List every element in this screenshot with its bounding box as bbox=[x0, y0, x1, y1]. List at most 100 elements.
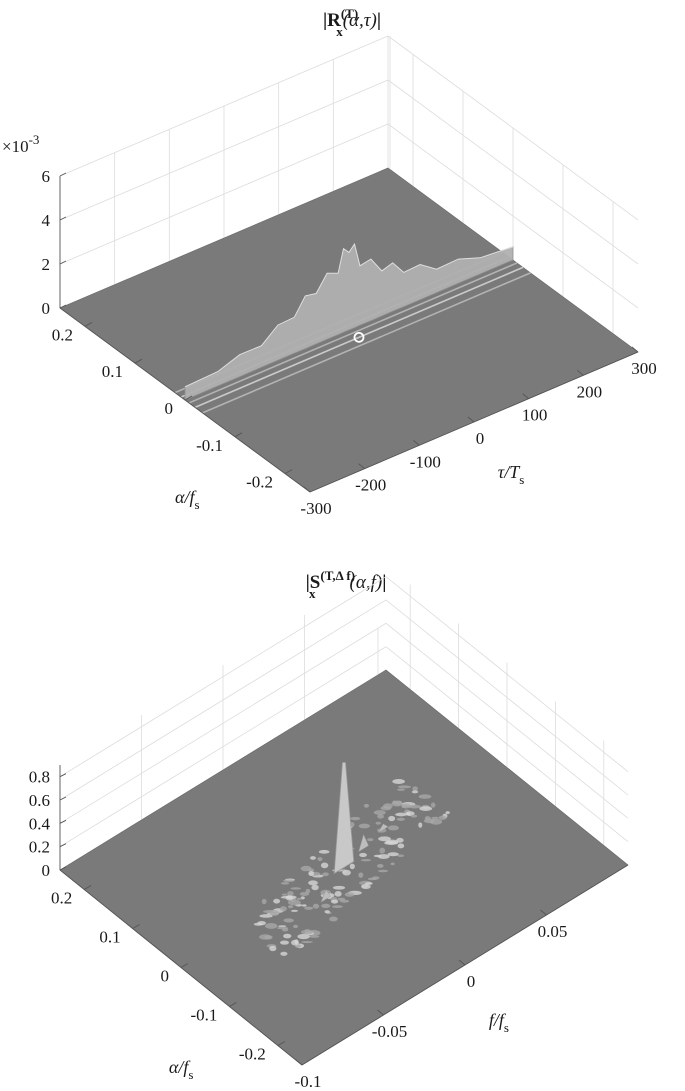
surface-texture-speck bbox=[401, 803, 411, 809]
surface-texture-speck bbox=[265, 923, 278, 929]
y-tick bbox=[284, 469, 293, 474]
surface-texture-speck bbox=[317, 857, 323, 862]
z-tick-label: 0 bbox=[42, 861, 51, 880]
z-tick-label: 2 bbox=[42, 255, 51, 274]
surface-texture-speck bbox=[283, 933, 292, 939]
surface-texture-speck bbox=[375, 821, 381, 825]
surface-minor-peak bbox=[320, 889, 332, 903]
y-tick-label: 0.1 bbox=[102, 362, 123, 381]
x-tick-label: 200 bbox=[577, 382, 603, 401]
surface-texture-speck bbox=[287, 899, 301, 906]
y-tick bbox=[134, 358, 143, 364]
z-tick-label: 0.2 bbox=[29, 838, 50, 857]
x-tick bbox=[358, 463, 365, 470]
z-tick bbox=[59, 796, 67, 801]
surface-minor-peak bbox=[377, 823, 389, 834]
x-tick-label: 0 bbox=[467, 972, 476, 991]
surface-texture-speck bbox=[378, 836, 391, 842]
surface-texture-speck bbox=[304, 906, 314, 910]
surface-texture-speck bbox=[408, 804, 421, 809]
surface-texture-speck bbox=[337, 897, 346, 901]
surface-texture-speck bbox=[308, 880, 318, 886]
y-tick bbox=[84, 322, 93, 327]
x-tick bbox=[577, 369, 584, 376]
surface-texture-speck bbox=[283, 879, 295, 882]
surface-texture-speck bbox=[301, 904, 307, 907]
x-tick bbox=[377, 1009, 384, 1016]
z-gridline bbox=[59, 622, 629, 824]
x-tick-label: -0.1 bbox=[295, 1072, 322, 1091]
chart-1-surface-plot: 0 2 4 6×10-3 -0.2 -0.1 0 0.1 0.2 -300 -200 -100 0 100… bbox=[2, 35, 657, 518]
z-gridline bbox=[59, 576, 629, 778]
surface-texture-speck bbox=[281, 893, 288, 896]
surface-texture-speck bbox=[280, 951, 288, 956]
surface-minor-peak bbox=[358, 833, 369, 853]
surface-texture-speck bbox=[321, 903, 331, 908]
surface-texture-speck bbox=[331, 905, 343, 908]
y-tick-label: 0 bbox=[161, 967, 170, 986]
chart-1-title: |R(T) x(α,τ)| bbox=[323, 6, 381, 39]
surface-texture-speck bbox=[377, 863, 384, 868]
z-tick-label: 0.6 bbox=[29, 791, 50, 810]
surface-texture-speck bbox=[419, 806, 433, 811]
surface-texture-speck bbox=[445, 811, 450, 815]
y-tick-label: -0.1 bbox=[190, 1006, 217, 1025]
z-tick bbox=[59, 843, 67, 848]
surface-texture-speck bbox=[332, 885, 346, 890]
z-tick-label: 0.4 bbox=[29, 814, 51, 833]
surface-texture-speck bbox=[359, 852, 367, 858]
surface-texture-speck bbox=[388, 815, 396, 822]
surface-texture-speck bbox=[387, 825, 399, 831]
surface-texture-speck bbox=[431, 816, 439, 820]
surface-texture-speck bbox=[392, 779, 405, 784]
surface-texture-speck bbox=[300, 896, 305, 900]
z-gridline bbox=[59, 646, 629, 848]
surface-texture-speck bbox=[276, 926, 289, 930]
chart-2-surface-plot: 00.20.40.60.8-0.2-0.100.10.2-0.1-0.0500.… bbox=[29, 576, 629, 1091]
y-tick-label: -0.2 bbox=[246, 473, 273, 492]
surface-texture-speck bbox=[364, 882, 373, 885]
surface-texture-speck bbox=[264, 935, 273, 940]
x-tick-label: 300 bbox=[631, 359, 657, 378]
z-exponent-label: ×10-3 bbox=[2, 132, 39, 156]
surface-ridge-texture bbox=[194, 266, 524, 409]
y-tick bbox=[132, 924, 140, 929]
surface-texture-speck bbox=[418, 822, 423, 828]
surface-texture-speck bbox=[367, 877, 377, 881]
x-axis-label: τ/Ts bbox=[498, 462, 525, 487]
surface-texture-speck bbox=[287, 905, 294, 909]
y-tick-label: 0 bbox=[165, 399, 174, 418]
surface-texture-speck bbox=[360, 858, 372, 862]
back-wall-right bbox=[378, 628, 628, 865]
z-tick-label: 6 bbox=[42, 167, 51, 186]
y-tick bbox=[180, 963, 189, 968]
surface-texture-speck bbox=[361, 884, 371, 890]
surface-ridge-crest bbox=[184, 242, 514, 388]
surface-texture-speck bbox=[397, 854, 405, 858]
surface-texture-speck bbox=[390, 862, 395, 866]
surface-texture-speck bbox=[418, 794, 432, 799]
y-tick bbox=[83, 885, 92, 890]
y-tick bbox=[234, 432, 243, 438]
back-wall-left bbox=[60, 36, 390, 308]
surface-texture-speck bbox=[342, 869, 351, 876]
surface-texture-speck bbox=[290, 887, 302, 890]
surface-texture-speck bbox=[253, 922, 263, 926]
surface-texture-speck bbox=[405, 812, 411, 816]
surface-texture-speck bbox=[397, 785, 412, 789]
surface-texture-speck bbox=[438, 815, 447, 820]
surface-texture-speck bbox=[318, 849, 330, 854]
surface-texture-speck bbox=[280, 881, 290, 885]
y-tick-label: -0.1 bbox=[196, 436, 223, 455]
z-tick bbox=[59, 304, 67, 309]
surface-texture-speck bbox=[312, 903, 320, 909]
surface-texture-speck bbox=[384, 841, 399, 845]
surface-texture-speck bbox=[378, 869, 389, 873]
x-tick bbox=[413, 439, 420, 446]
surface-texture-speck bbox=[308, 870, 315, 877]
z-tick bbox=[59, 216, 67, 221]
surface-texture-speck bbox=[322, 872, 329, 877]
surface-texture-speck bbox=[373, 810, 386, 815]
surface-ridge-texture bbox=[188, 262, 518, 404]
x-tick bbox=[467, 416, 475, 423]
